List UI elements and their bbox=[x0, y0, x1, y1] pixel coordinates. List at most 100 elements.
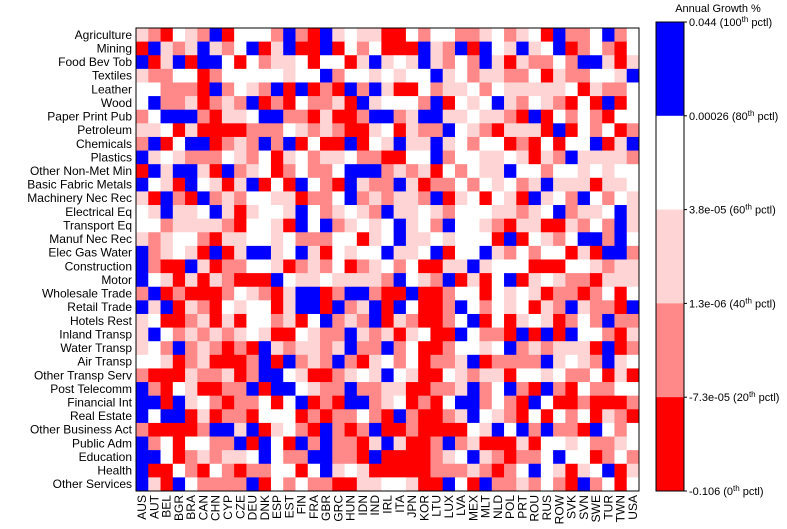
heatmap-cell bbox=[381, 232, 395, 247]
heatmap-cell bbox=[626, 177, 640, 192]
heatmap-cell bbox=[246, 123, 260, 138]
heatmap-cell bbox=[491, 286, 505, 301]
heatmap-cell bbox=[430, 477, 444, 492]
heatmap-cell bbox=[479, 150, 493, 165]
heatmap-cell bbox=[589, 273, 603, 288]
heatmap-cell bbox=[553, 354, 566, 369]
heatmap-cell bbox=[504, 55, 517, 70]
heatmap-cell bbox=[234, 450, 247, 465]
column-label: USA bbox=[626, 495, 640, 520]
heatmap-cell bbox=[320, 232, 333, 247]
heatmap-cell bbox=[209, 245, 223, 260]
heatmap-cell bbox=[430, 422, 444, 437]
heatmap-cell bbox=[356, 150, 370, 165]
heatmap-cell bbox=[553, 82, 566, 97]
heatmap-cell bbox=[246, 41, 260, 56]
heatmap-cell bbox=[479, 450, 493, 465]
heatmap-cell bbox=[504, 436, 517, 451]
heatmap-cell bbox=[577, 273, 591, 288]
heatmap-cell bbox=[626, 422, 640, 437]
heatmap-cell bbox=[295, 218, 309, 233]
heatmap-cell bbox=[626, 55, 640, 70]
heatmap-cell bbox=[454, 177, 468, 192]
heatmap-cell bbox=[148, 123, 161, 138]
heatmap-cell bbox=[516, 28, 529, 43]
heatmap-cell bbox=[491, 82, 505, 97]
heatmap-cell bbox=[553, 273, 566, 288]
heatmap-cell bbox=[393, 313, 407, 328]
heatmap-cell bbox=[258, 300, 272, 315]
heatmap-cell bbox=[246, 409, 260, 424]
heatmap-cell bbox=[234, 218, 247, 233]
heatmap-cell bbox=[553, 450, 566, 465]
heatmap-cell bbox=[295, 341, 309, 356]
heatmap-cell bbox=[148, 191, 161, 206]
heatmap-cell bbox=[344, 55, 358, 70]
heatmap-cell bbox=[626, 96, 640, 111]
heatmap-cell bbox=[442, 205, 456, 220]
heatmap-cell bbox=[234, 477, 247, 492]
heatmap-cell bbox=[602, 259, 615, 274]
heatmap-cell bbox=[344, 232, 358, 247]
heatmap-cell bbox=[553, 341, 566, 356]
heatmap-cell bbox=[589, 28, 603, 43]
heatmap-cell bbox=[614, 422, 628, 437]
heatmap-cell bbox=[540, 205, 554, 220]
heatmap-cell bbox=[418, 232, 431, 247]
heatmap-cell bbox=[136, 422, 149, 437]
heatmap-cell bbox=[454, 409, 468, 424]
row-label: Wholesale Trade bbox=[42, 287, 132, 301]
row-label: Real Estate bbox=[70, 409, 132, 423]
heatmap-cell bbox=[454, 150, 468, 165]
heatmap-cell bbox=[491, 313, 505, 328]
heatmap-cell bbox=[332, 395, 345, 410]
heatmap-cell bbox=[234, 341, 247, 356]
heatmap-cell bbox=[283, 450, 296, 465]
heatmap-cell bbox=[246, 327, 260, 342]
heatmap-cell bbox=[614, 259, 628, 274]
heatmap-cell bbox=[320, 450, 333, 465]
column-label: DEU bbox=[246, 495, 260, 520]
heatmap-cell bbox=[185, 422, 198, 437]
heatmap-cell bbox=[381, 218, 395, 233]
heatmap-cell bbox=[185, 436, 198, 451]
heatmap-cell bbox=[197, 164, 211, 179]
heatmap-cell bbox=[356, 136, 370, 151]
heatmap-cell bbox=[602, 164, 615, 179]
heatmap-cell bbox=[160, 409, 174, 424]
heatmap-cell bbox=[185, 382, 198, 397]
heatmap-cell bbox=[283, 382, 296, 397]
heatmap-cell bbox=[442, 218, 456, 233]
heatmap-cell bbox=[172, 191, 186, 206]
column-label: TUR bbox=[601, 495, 615, 520]
heatmap-cell bbox=[540, 286, 554, 301]
heatmap-cell bbox=[221, 354, 235, 369]
heatmap-cell bbox=[553, 313, 566, 328]
heatmap-cell bbox=[553, 422, 566, 437]
heatmap-cell bbox=[185, 136, 198, 151]
heatmap-cell bbox=[626, 327, 640, 342]
heatmap-cell bbox=[614, 191, 628, 206]
heatmap-cell bbox=[467, 286, 480, 301]
heatmap-cell bbox=[270, 286, 284, 301]
heatmap-cell bbox=[479, 245, 493, 260]
heatmap-cell bbox=[565, 259, 579, 274]
heatmap-cell bbox=[589, 341, 603, 356]
heatmap-cell bbox=[442, 245, 456, 260]
heatmap-cell bbox=[442, 150, 456, 165]
heatmap-cell bbox=[467, 409, 480, 424]
heatmap-cell bbox=[577, 191, 591, 206]
row-label: Other Non-Met Min bbox=[30, 164, 132, 178]
heatmap-cell bbox=[197, 450, 211, 465]
heatmap-cell bbox=[258, 259, 272, 274]
heatmap-cell bbox=[160, 41, 174, 56]
heatmap-cell bbox=[320, 327, 333, 342]
heatmap-cell bbox=[172, 205, 186, 220]
heatmap-cell bbox=[307, 313, 321, 328]
heatmap-cell bbox=[332, 55, 345, 70]
heatmap-cell bbox=[504, 123, 517, 138]
heatmap-cells bbox=[136, 28, 640, 492]
heatmap-cell bbox=[307, 395, 321, 410]
heatmap-cell bbox=[258, 82, 272, 97]
heatmap-cell bbox=[528, 273, 542, 288]
